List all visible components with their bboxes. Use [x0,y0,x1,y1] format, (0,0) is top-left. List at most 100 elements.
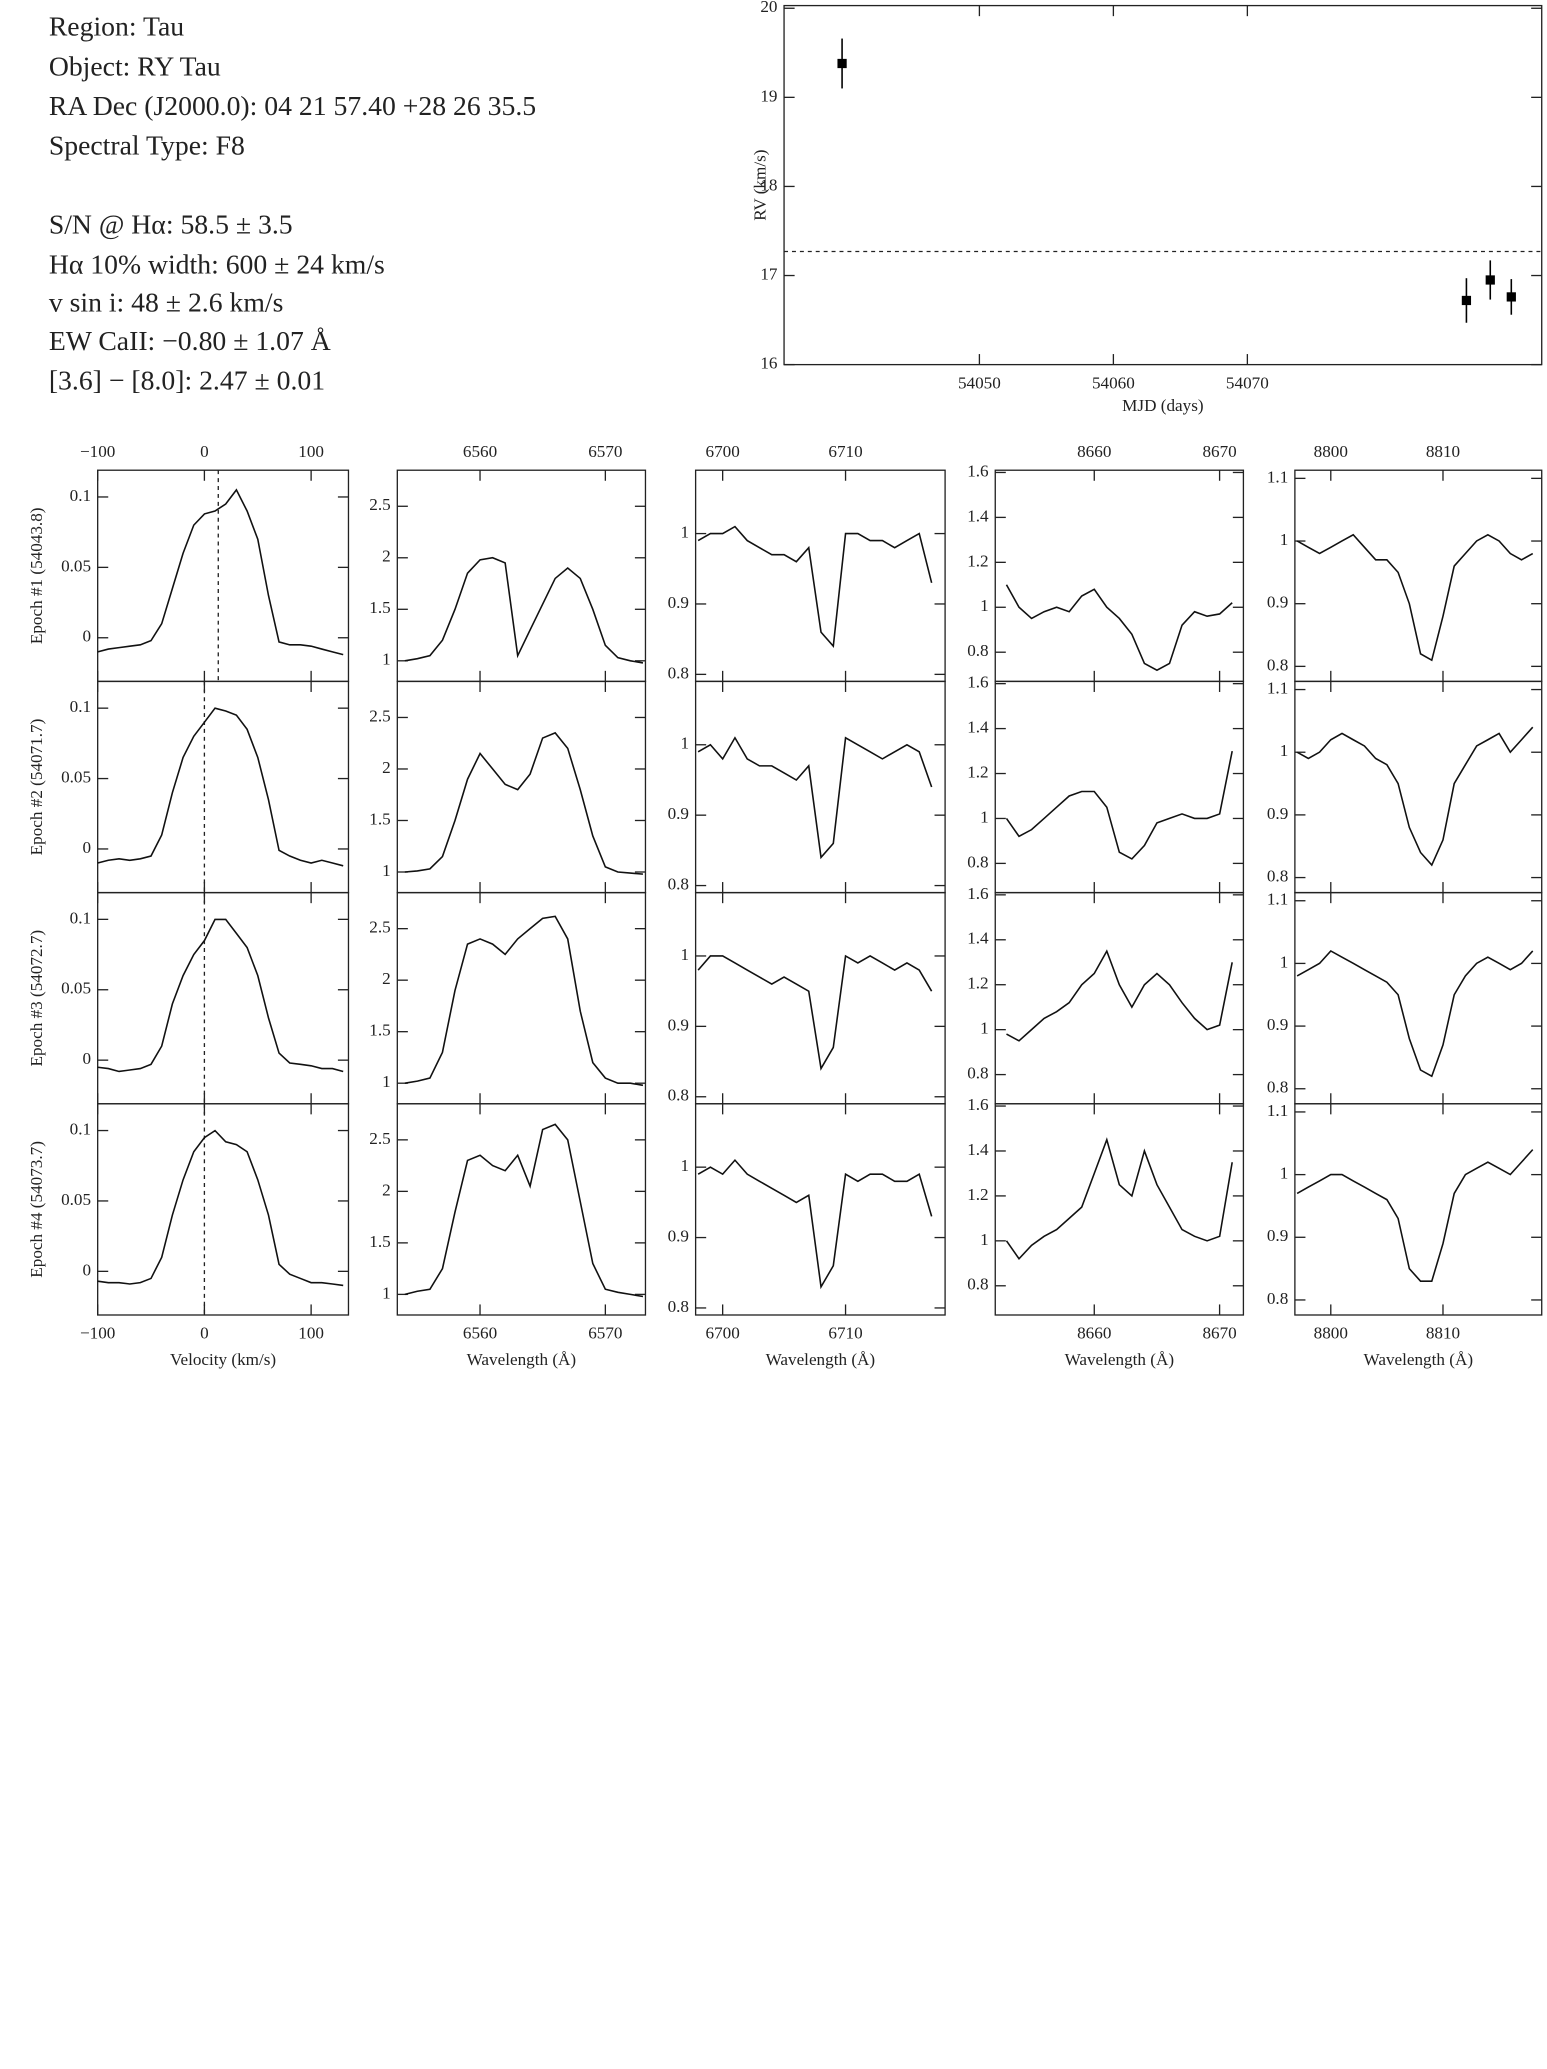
x-tick-label: 8670 [1202,442,1236,461]
y-tick-label: 1 [980,1230,989,1249]
info-line: S/N @ Hα: 58.5 ± 3.5 [49,209,293,240]
y-tick-label: 1 [680,945,689,964]
x-tick-label: 6560 [463,1324,497,1343]
x-axis-label: Wavelength (Å) [1065,1350,1175,1369]
axes-frame [994,891,1245,1105]
spectrum-line [1005,584,1233,672]
y-tick-label: 1.5 [369,1021,390,1040]
y-tick-label: 0.8 [967,1275,988,1294]
y-axis-label: Epoch #2 (54071.7) [27,719,46,856]
axes-frame [994,1103,1245,1316]
y-tick-label: 2 [382,1180,391,1199]
axes-frame [694,469,946,683]
y-tick-label: 1.4 [967,1140,989,1159]
info-line: RA Dec (J2000.0): 04 21 57.40 +28 26 35.… [49,90,536,121]
spectrum-line [404,556,644,664]
y-tick-label: 1.1 [1267,1101,1288,1120]
axes-frame [396,891,647,1105]
y-tick-label: 0.1 [70,908,91,927]
info-line: Region: Tau [49,11,184,42]
x-axis-label: Wavelength (Å) [1364,1350,1474,1369]
spectrum-line [1296,949,1534,1078]
y-tick-label: 0.8 [1267,1078,1288,1097]
axes-frame [1294,680,1543,894]
y-tick-label: 2.5 [369,706,390,725]
y-tick-label: 0 [82,627,91,646]
axes-frame [97,469,350,683]
y-tick-label: 1.5 [369,809,390,828]
x-tick-label: 0 [200,1324,209,1343]
y-tick-label: 2.5 [369,918,390,937]
x-axis-label: Velocity (km/s) [170,1350,276,1369]
info-line: Spectral Type: F8 [49,130,245,161]
y-tick-label: 18 [760,175,777,194]
y-tick-label: 1 [680,1156,689,1175]
x-tick-label: 8660 [1077,1324,1111,1343]
x-tick-label: 6700 [706,442,740,461]
x-tick-label: 6710 [828,1324,862,1343]
x-axis-label: MJD (days) [1122,396,1203,415]
y-tick-label: 1 [680,523,689,542]
axes-frame [1294,469,1543,683]
axes-frame [396,680,647,894]
y-tick-label: 2 [382,969,391,988]
y-tick-label: 0.8 [668,1086,689,1105]
y-tick-label: 1.1 [1267,890,1288,909]
y-axis-label: Epoch #1 (54043.8) [27,507,46,644]
y-tick-label: 1.1 [1267,467,1288,486]
y-tick-label: 0.05 [61,1190,91,1209]
y-tick-label: 1 [980,807,989,826]
y-tick-label: 0.1 [70,486,91,505]
y-tick-label: 0.8 [668,875,689,894]
x-tick-label: 6710 [828,442,862,461]
y-tick-label: 1 [382,650,391,669]
y-tick-label: 0.9 [668,593,689,612]
y-tick-label: 1 [1280,530,1289,549]
spectrum-line [697,736,933,860]
y-tick-label: 1.4 [967,718,989,737]
y-tick-label: 0.9 [668,804,689,823]
y-tick-label: 0.9 [1267,593,1288,612]
info-line: EW CaII: −0.80 ± 1.07 Å [49,325,331,356]
x-tick-label: 54050 [958,373,1001,392]
y-tick-label: 20 [760,0,777,16]
x-tick-label: −100 [80,442,115,461]
y-tick-label: 1.6 [967,461,989,480]
y-tick-label: 1.2 [967,974,988,993]
y-tick-label: 16 [760,354,778,373]
y-tick-label: 1 [680,734,689,753]
spectrum-line [97,918,344,1073]
y-tick-label: 0.05 [61,556,91,575]
y-tick-label: 1 [980,596,989,615]
y-axis-label: Epoch #4 (54073.7) [27,1141,46,1278]
y-tick-label: 1.5 [369,598,390,617]
y-tick-label: 0.8 [1267,867,1288,886]
y-tick-label: 0 [82,1260,91,1279]
x-tick-label: 8810 [1426,1324,1460,1343]
info-line: Hα 10% width: 600 ± 24 km/s [49,248,385,279]
data-point [1506,292,1516,302]
x-tick-label: 0 [200,442,209,461]
y-tick-label: 0.8 [668,1297,689,1316]
spectrum-line [404,915,644,1087]
y-tick-label: 0.8 [967,1064,988,1083]
info-line: Object: RY Tau [49,50,221,81]
info-line: v sin i: 48 ± 2.6 km/s [49,287,284,318]
spectrum-line [97,707,344,867]
y-tick-label: 2.5 [369,495,390,514]
y-tick-label: 0.1 [70,697,91,716]
spectrum-line [97,488,344,656]
y-tick-label: 2 [382,758,391,777]
x-tick-label: 8800 [1314,442,1348,461]
data-point [1461,295,1472,306]
y-tick-label: 1 [382,1283,391,1302]
x-tick-label: 100 [298,442,324,461]
x-tick-label: −100 [80,1324,115,1343]
axes-frame [783,4,1543,366]
axes-frame [694,891,946,1105]
y-tick-label: 1.5 [369,1232,390,1251]
axes-frame [994,469,1245,683]
spectrum-line [97,1129,344,1287]
x-tick-label: 8800 [1314,1324,1348,1343]
spectrum-line [1006,949,1233,1042]
